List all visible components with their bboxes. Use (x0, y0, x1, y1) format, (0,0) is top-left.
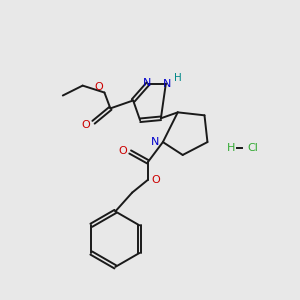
Text: N: N (163, 79, 171, 88)
Text: O: O (118, 146, 127, 156)
Text: O: O (152, 175, 160, 185)
Text: O: O (94, 82, 103, 92)
Text: H: H (227, 143, 235, 153)
Text: O: O (81, 120, 90, 130)
Text: Cl: Cl (247, 143, 258, 153)
Text: N: N (143, 78, 151, 88)
Text: H: H (174, 73, 182, 83)
Text: N: N (151, 137, 159, 147)
